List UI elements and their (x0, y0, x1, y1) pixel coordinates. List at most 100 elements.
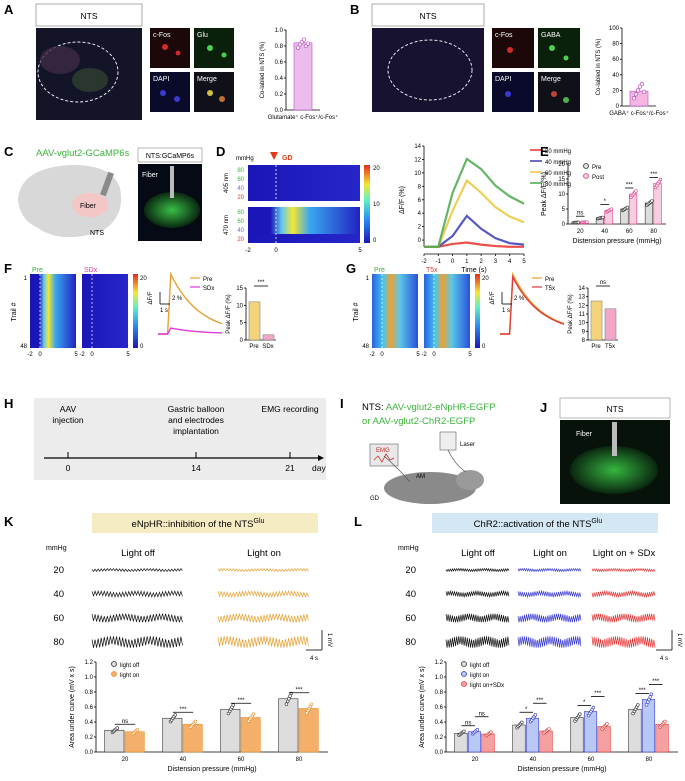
group-label: 405 nm (224, 173, 230, 193)
y-tick-label: 0.6 (435, 705, 444, 711)
row-label: 60 (53, 613, 64, 624)
bar (590, 300, 603, 341)
y-axis-label: Peak ΔF/F(%) (541, 172, 548, 216)
y-tick-label: 0.4 (275, 76, 284, 82)
panel-e: E 0 5 10 15 20 20 ns 40 * 60 *** 80 *** Distension pr… (540, 144, 666, 245)
scale-v-label: 1 mV (326, 633, 332, 647)
emg-trace (591, 613, 656, 623)
x-tick-label: 5 (358, 248, 362, 254)
data-point (576, 220, 581, 225)
j-title: NTS (607, 404, 624, 414)
bar (262, 334, 275, 341)
scale-ylabel: ΔF/F (490, 291, 496, 304)
gd-label: GD (370, 496, 380, 502)
micrograph-dapi (150, 72, 190, 112)
timeline-event-label: AAV (60, 404, 77, 414)
y-tick-label: 0.2 (275, 92, 284, 98)
i-line1: AAV-vglut2-eNpHR-EGFP (386, 402, 496, 413)
nts-title: NTS (420, 11, 437, 21)
row-label: 60 (237, 177, 244, 183)
panel-label-j: J (540, 400, 547, 415)
legend-swatch (111, 671, 117, 677)
micrograph-dapi (492, 72, 534, 112)
emg-trace (445, 636, 510, 648)
l-title-main: ChR2::activation of the NTS (474, 519, 592, 530)
emg-trace (217, 613, 309, 623)
nts-label-c: NTS (90, 230, 104, 237)
y-axis-label: Peak ΔF/F (%) (226, 294, 232, 333)
bar (525, 717, 540, 753)
colorbar (364, 165, 370, 243)
panel-l: L ChR2::activation of the NTSGlu mmHg Lig… (354, 513, 682, 773)
y-axis-label: Co-labled in NTS (%) (596, 39, 602, 96)
emg-trace (217, 636, 309, 648)
fiber-implant (100, 171, 114, 197)
x-axis-label: Time (s) (461, 267, 486, 274)
y-tick-label: 10 (578, 321, 585, 327)
legend-label: light on (470, 673, 489, 679)
x-tick-label: 40 (180, 757, 187, 763)
emg-cable (383, 455, 411, 483)
heatmap-row (248, 174, 360, 183)
heatmap-pre (30, 274, 76, 348)
sig-label: *** (257, 280, 265, 286)
data-point (635, 88, 641, 93)
label-cfos: c-Fos (153, 32, 171, 39)
bar (467, 731, 482, 753)
x-tick-label: 20 (577, 229, 584, 235)
data-point (648, 695, 652, 699)
heatmap-pre (372, 274, 418, 348)
x-tick-label: 80 (650, 229, 657, 235)
fiber-track (170, 166, 174, 198)
label-cfos: c-Fos (495, 32, 513, 39)
x-tick-label: 0 (380, 352, 384, 358)
x-tick-label: -2 (421, 259, 427, 265)
label-dapi: DAPI (495, 76, 511, 83)
heatmap-post (424, 274, 470, 348)
colorbar-bottom: 0 (140, 344, 144, 350)
y-tick-label: 1.2 (435, 660, 444, 666)
x-axis-label: GABA⁺ c-Fos⁺/c-Fos⁺ (609, 110, 669, 117)
colorbar-top: 20 (140, 276, 147, 282)
y-tick-label: 0.0 (275, 108, 284, 114)
panel-label-f: F (4, 261, 12, 276)
heatmap-row (248, 192, 360, 201)
timeline-arrow (318, 455, 324, 461)
y-tick-label: 40 (612, 73, 619, 79)
data-point (625, 205, 630, 210)
cell (563, 97, 569, 103)
heatmap-title-a: Pre (32, 267, 43, 274)
label-glu: Glu (197, 32, 208, 39)
y-tick-label: 5 (240, 321, 244, 327)
panel-label-c: C (4, 144, 14, 159)
y-tick-label: 20 (612, 88, 619, 94)
chart-l-bar: 0.00.20.40.60.81.01.220nsns40****60****8… (419, 660, 678, 773)
label-merge: Merge (197, 76, 217, 83)
panel-label-k: K (4, 514, 14, 529)
x-tick-label: 5 (74, 352, 78, 358)
heatmap-title-b: T5x (426, 267, 438, 274)
y-tick-label: 0.6 (275, 60, 284, 66)
sig-label: *** (179, 707, 187, 713)
y-tick-label: 0.0 (85, 750, 94, 756)
x-tick-label: -2 (27, 352, 33, 358)
bar (162, 717, 183, 753)
y-tick-label: 11 (579, 312, 586, 318)
legend-label: Post (592, 175, 604, 181)
sig-label: * (604, 199, 607, 205)
scale-y-text: 2 % (172, 296, 183, 302)
y-axis-label: Area under curve (mV x s) (419, 666, 426, 748)
colorbar-bottom: 0 (482, 344, 486, 350)
data-point (288, 694, 292, 698)
y-tick-label: 10 (414, 171, 421, 177)
x-tick-label: SDx (262, 344, 273, 350)
mmhg-label: mmHg (46, 545, 67, 552)
timeline-event-label: EMG recording (261, 404, 318, 414)
micrograph-glu (194, 28, 234, 68)
data-point (251, 712, 256, 716)
x-tick-label: -1 (436, 259, 442, 265)
heatmap-row (248, 216, 360, 225)
